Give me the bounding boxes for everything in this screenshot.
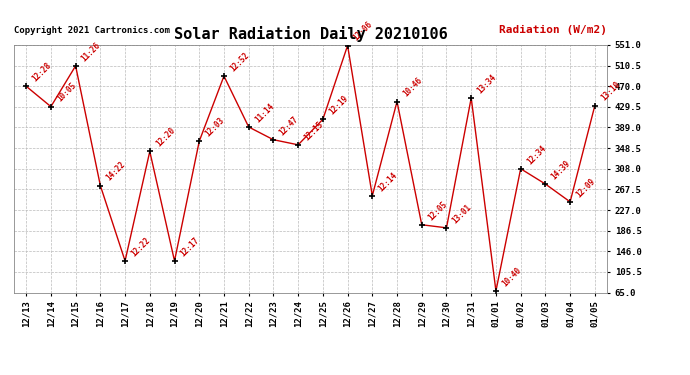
Text: 12:22: 12:22 [129, 236, 152, 258]
Text: 14:39: 14:39 [549, 159, 572, 181]
Text: 11:26: 11:26 [80, 40, 103, 63]
Text: 13:01: 13:01 [451, 202, 473, 225]
Text: 12:09: 12:09 [574, 176, 597, 199]
Text: 12:05: 12:05 [426, 199, 449, 222]
Text: 12:17: 12:17 [179, 236, 201, 258]
Text: 12:15: 12:15 [302, 119, 325, 142]
Text: 14:22: 14:22 [104, 160, 127, 183]
Text: 12:03: 12:03 [204, 116, 226, 138]
Text: 12:06: 12:06 [352, 20, 375, 43]
Title: Solar Radiation Daily 20210106: Solar Radiation Daily 20210106 [174, 27, 447, 42]
Text: 12:34: 12:34 [525, 143, 548, 166]
Text: 12:28: 12:28 [30, 61, 53, 84]
Text: 12:14: 12:14 [377, 170, 400, 193]
Text: 13:10: 13:10 [599, 80, 622, 103]
Text: 12:20: 12:20 [154, 126, 177, 148]
Text: 12:47: 12:47 [277, 114, 300, 137]
Text: 12:19: 12:19 [327, 94, 350, 117]
Text: 10:05: 10:05 [55, 81, 78, 104]
Text: 10:40: 10:40 [500, 266, 523, 288]
Text: 10:46: 10:46 [401, 76, 424, 99]
Text: Copyright 2021 Cartronics.com: Copyright 2021 Cartronics.com [14, 26, 170, 35]
Text: 11:14: 11:14 [253, 102, 275, 124]
Text: 13:34: 13:34 [475, 72, 498, 95]
Text: 12:52: 12:52 [228, 51, 251, 73]
Text: Radiation (W/m2): Radiation (W/m2) [499, 25, 607, 35]
